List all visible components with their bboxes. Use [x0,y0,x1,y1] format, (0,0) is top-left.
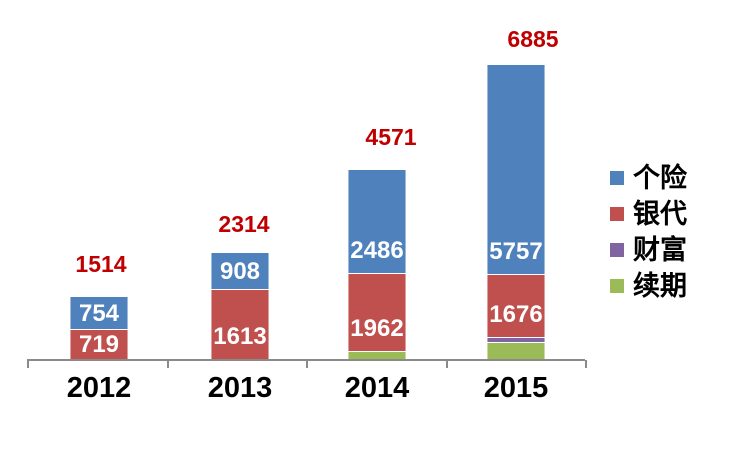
bar-value-label: 1676 [489,301,543,328]
bar-group-2015: 5757 1676 [487,65,545,359]
bar-segment: 719 [70,329,128,359]
bar-value-label: 5757 [489,238,543,265]
legend-swatch-icon [610,171,624,185]
x-axis-tick [306,360,308,368]
bar-segment [487,342,545,359]
bar-total-label: 4571 [365,124,417,150]
legend-item-label: 财富 [633,234,687,265]
legend-item: 个险 [610,164,687,192]
bar-group-2012: 754 719 [70,297,128,359]
x-axis-label-2015: 2015 [483,372,549,404]
legend-item-label: 续期 [633,270,687,301]
x-axis-tick [585,360,587,368]
bar-total-label: 2314 [218,211,270,237]
bar-segment: 754 [70,297,128,329]
legend-swatch-icon [610,207,624,221]
bar-segment [487,337,545,342]
legend-item-label: 个险 [633,162,687,193]
legend-item: 财富 [610,236,687,264]
bar-segment: 1676 [487,274,545,337]
bar-value-label: 1962 [350,315,404,342]
bar-value-label: 719 [78,331,120,358]
x-axis-label-2014: 2014 [344,372,410,404]
x-axis-label-2013: 2013 [207,372,273,404]
bar-group-2013: 908 1613 [211,253,269,359]
x-axis-label-2012: 2012 [66,372,132,404]
legend-item-label: 银代 [633,198,687,229]
legend: 个险 银代 财富 续期 [610,164,687,300]
x-axis-tick [167,360,169,368]
legend-item: 续期 [610,272,687,300]
bar-segment: 908 [211,253,269,289]
legend-swatch-icon [610,279,624,293]
bar-segment: 1962 [348,273,406,351]
bar-value-label: 908 [219,258,261,285]
legend-item: 银代 [610,200,687,228]
bar-segment: 2486 [348,170,406,273]
bar-total-label: 6885 [507,26,559,52]
bar-value-label: 2486 [350,237,404,264]
bar-total-label: 1514 [75,251,127,277]
bar-group-2014: 2486 1962 [348,170,406,359]
bar-value-label: 1613 [213,323,267,350]
bar-value-label: 754 [78,300,120,327]
bar-segment: 1613 [211,289,269,359]
bar-segment [348,351,406,359]
x-axis-tick [27,360,29,368]
bar-segment: 5757 [487,65,545,274]
legend-swatch-icon [610,243,624,257]
x-axis-tick [446,360,448,368]
